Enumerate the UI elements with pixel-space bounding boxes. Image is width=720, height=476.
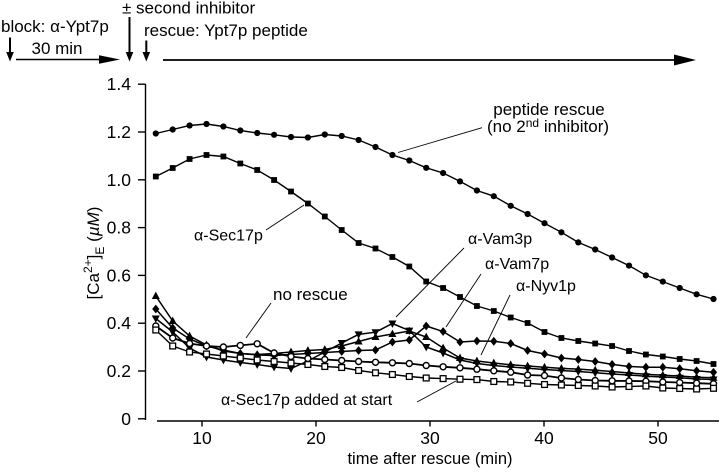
svg-text:20: 20 [306,428,326,448]
svg-text:(no 2nd inhibitor): (no 2nd inhibitor) [487,116,609,136]
svg-text:peptide rescue: peptide rescue [493,100,605,119]
svg-text:50: 50 [648,428,668,448]
svg-text:0.4: 0.4 [107,313,132,333]
svg-text:α-Vam7p: α-Vam7p [485,256,549,273]
svg-text:time after rescue (min): time after rescue (min) [347,450,512,468]
svg-text:0.2: 0.2 [107,361,131,381]
svg-text:block: α-Ypt7p: block: α-Ypt7p [1,17,109,36]
svg-text:α-Vam3p: α-Vam3p [468,231,532,248]
svg-text:0.8: 0.8 [107,218,131,238]
svg-text:30 min: 30 min [31,39,82,58]
svg-text:α-Nyv1p: α-Nyv1p [516,278,576,295]
svg-text:0: 0 [121,409,131,429]
svg-text:10: 10 [192,428,212,448]
svg-text:1.0: 1.0 [107,170,132,190]
svg-text:0.6: 0.6 [107,265,131,285]
svg-text:1.4: 1.4 [107,74,132,94]
svg-text:1.2: 1.2 [107,122,131,142]
svg-text:no rescue: no rescue [273,285,348,304]
svg-text:α-Sec17p: α-Sec17p [194,228,263,245]
svg-text:30: 30 [420,428,440,448]
svg-text:± second inhibitor: ± second inhibitor [122,0,255,18]
svg-text:rescue: Ypt7p peptide: rescue: Ypt7p peptide [144,21,308,40]
svg-text:[Ca2+]E (µM): [Ca2+]E (µM) [81,207,107,300]
svg-text:α-Sec17p added at start: α-Sec17p added at start [221,392,393,409]
svg-text:40: 40 [534,428,554,448]
